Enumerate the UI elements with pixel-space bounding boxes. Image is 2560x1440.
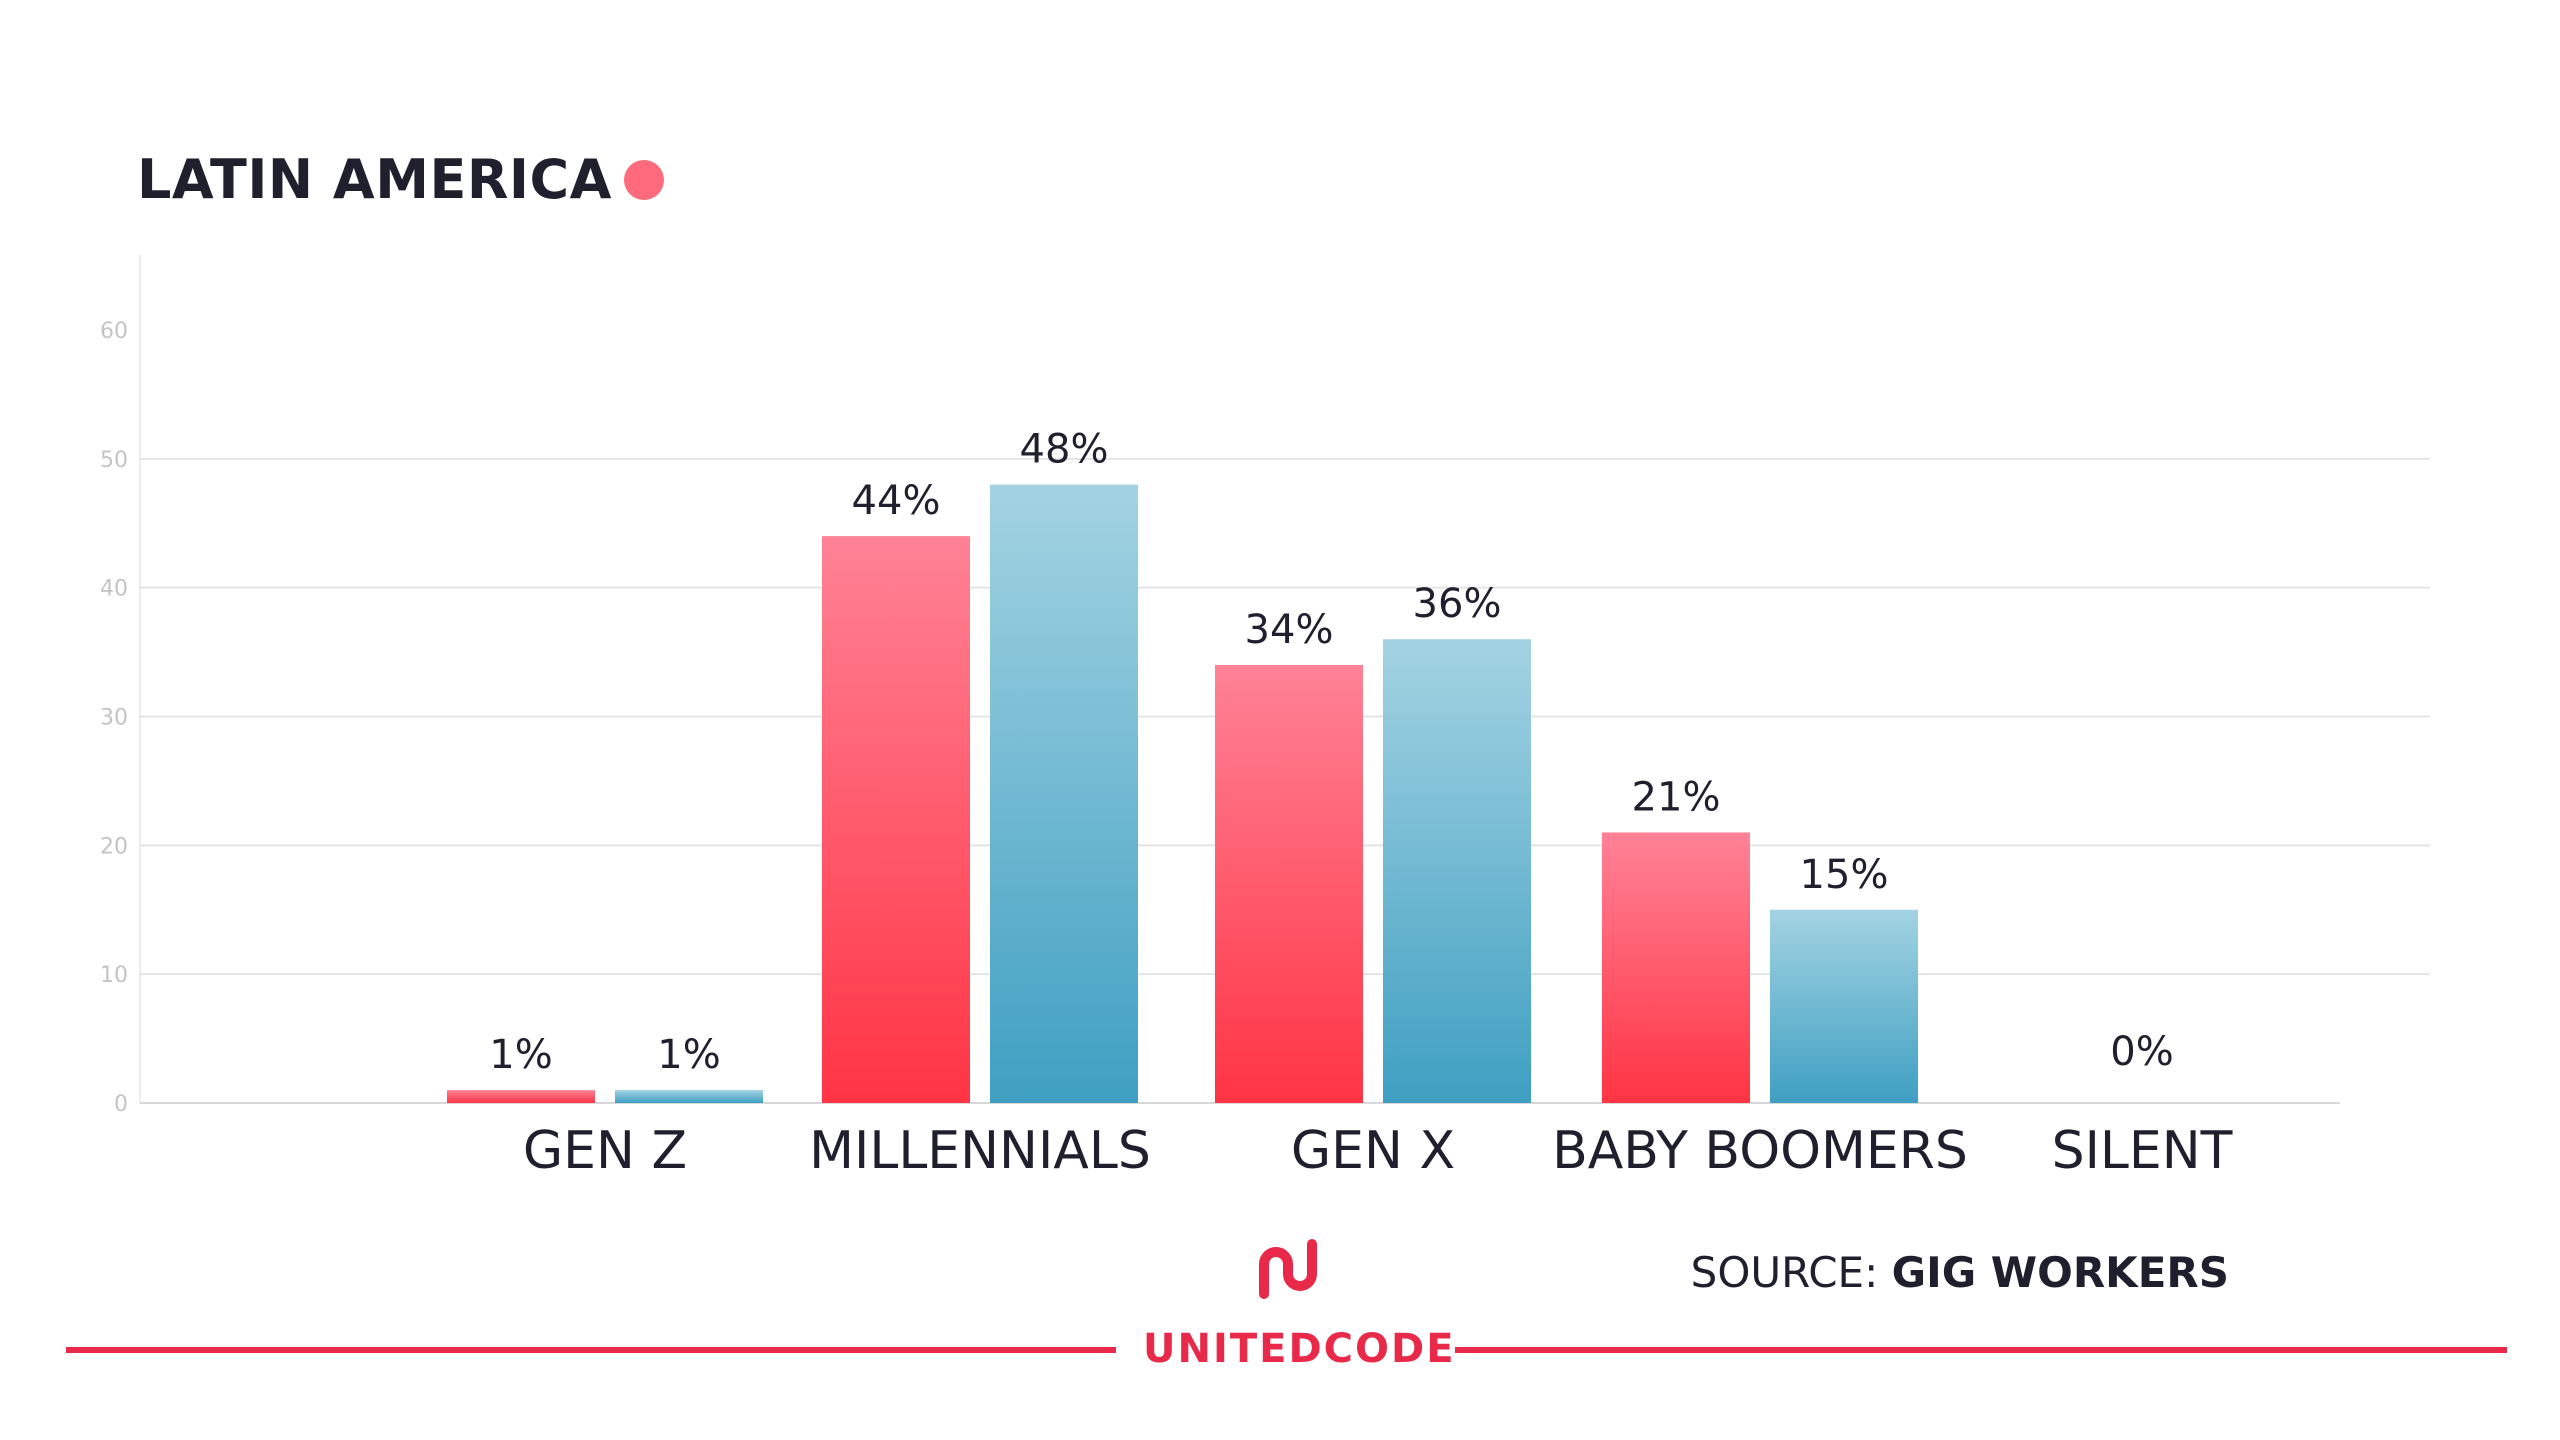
data-label: 0% <box>2110 1029 2173 1075</box>
bar-series-b <box>1770 909 1918 1103</box>
data-label: 48% <box>1020 427 1109 473</box>
category-label: GEN X <box>1291 1121 1455 1181</box>
footer-rule-right <box>1455 1347 2507 1353</box>
bar-series-b <box>990 484 1138 1104</box>
bars-layer <box>447 484 1918 1104</box>
data-labels-layer: 1% 1% 44% 48% 34% 36% 21% 15% 0% <box>489 427 2173 1079</box>
unitedcode-logo-icon <box>1259 1239 1317 1299</box>
chart-title: LATIN AMERICA <box>137 148 612 211</box>
y-tick-label: 50 <box>100 448 128 473</box>
footer-rule-left <box>66 1347 1116 1353</box>
y-tick-label: 40 <box>100 577 128 602</box>
data-label: 34% <box>1245 607 1334 653</box>
bar-series-a <box>1215 664 1363 1103</box>
category-labels-layer: GEN Z MILLENNIALS GEN X BABY BOOMERS SILENT <box>523 1121 2233 1181</box>
y-tick-label: 20 <box>100 834 128 859</box>
category-label: BABY BOOMERS <box>1552 1121 1968 1181</box>
y-axis-ticks: 0 10 20 30 40 50 60 <box>100 319 128 1117</box>
y-tick-label: 60 <box>100 319 128 344</box>
y-tick-label: 30 <box>100 706 128 731</box>
data-label: 1% <box>657 1032 720 1078</box>
source-note: SOURCE: GIG WORKERS <box>1691 1248 2229 1297</box>
title-dot-icon <box>623 159 664 200</box>
data-label: 44% <box>852 478 941 524</box>
data-label: 21% <box>1632 774 1721 820</box>
bar-series-a <box>447 1090 595 1103</box>
bar-series-b <box>615 1090 763 1103</box>
bar-series-b <box>1383 639 1531 1103</box>
bar-series-a <box>1602 832 1750 1103</box>
category-label: GEN Z <box>523 1121 687 1181</box>
category-label: MILLENNIALS <box>809 1121 1151 1181</box>
data-label: 36% <box>1413 581 1502 627</box>
source-prefix: SOURCE: <box>1690 1248 1892 1297</box>
data-label: 15% <box>1800 852 1889 898</box>
data-label: 1% <box>489 1032 552 1078</box>
category-label: SILENT <box>2052 1121 2233 1181</box>
bar-series-a <box>822 536 970 1103</box>
chart-title-group: LATIN AMERICA <box>137 148 664 211</box>
y-tick-label: 10 <box>100 963 128 988</box>
y-tick-label: 0 <box>114 1092 128 1117</box>
source-value: GIG WORKERS <box>1891 1248 2229 1297</box>
brand-name: UNITEDCODE <box>1143 1326 1456 1372</box>
